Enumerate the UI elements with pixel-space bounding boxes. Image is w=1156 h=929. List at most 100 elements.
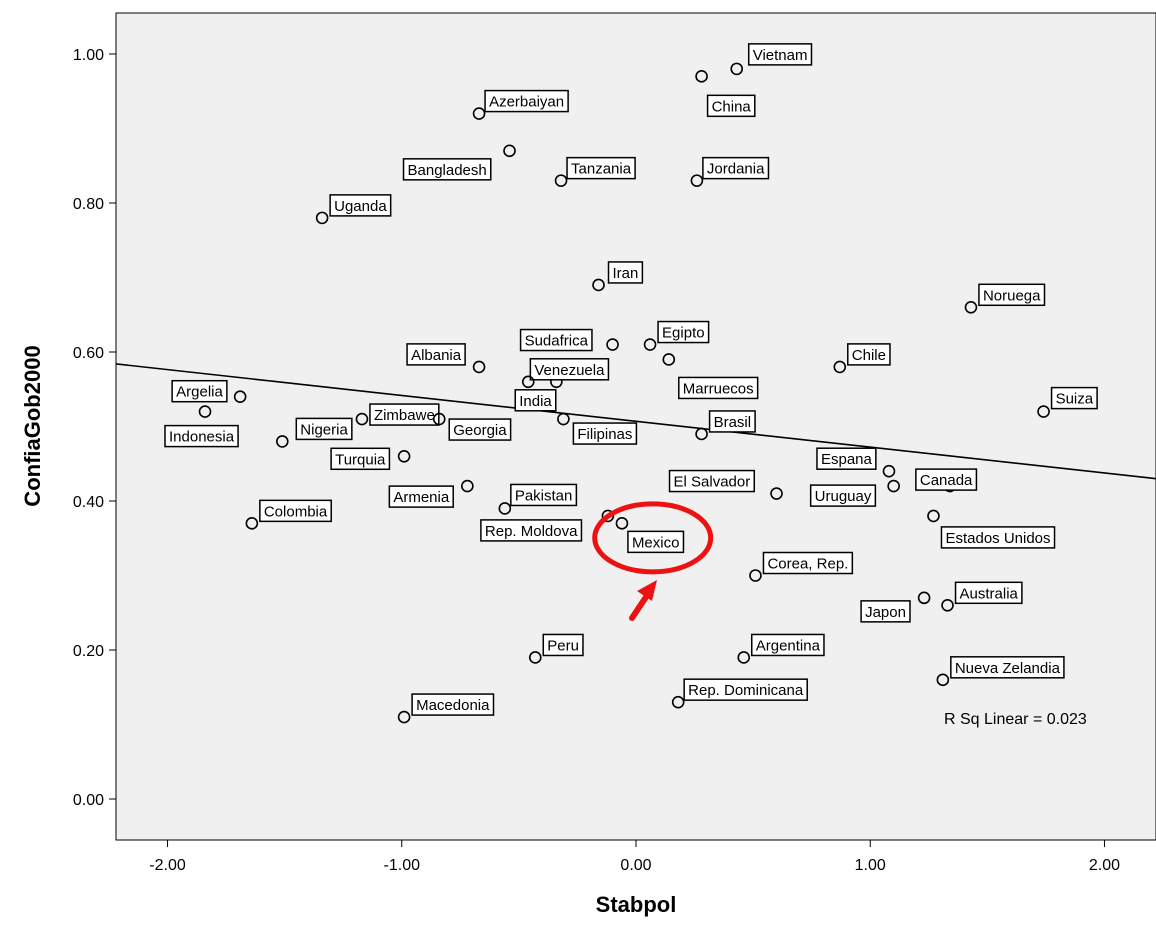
data-point: [592, 278, 605, 292]
point-label-box: [950, 656, 1065, 679]
data-point: [941, 599, 954, 612]
data-point: [198, 405, 212, 418]
point-label-box: [448, 418, 512, 441]
highlight-ellipse: [592, 501, 714, 575]
data-point: [355, 412, 369, 426]
x-axis-title: Stabpol: [596, 892, 677, 917]
point-label-box: [678, 376, 759, 400]
data-point: [432, 412, 446, 426]
data-point: [737, 651, 751, 664]
data-point: [643, 338, 657, 351]
point-label: Australia: [960, 585, 1019, 602]
point-label: Corea, Rep.: [767, 556, 848, 573]
point-label-box: [1050, 386, 1098, 410]
point-label-box: [480, 519, 583, 542]
point-label-box: [406, 343, 466, 366]
data-point: [882, 464, 896, 478]
point-label: Argentina: [756, 637, 821, 654]
point-label-box: [627, 530, 685, 554]
data-point: [690, 174, 704, 187]
point-label-box: [514, 389, 557, 412]
point-label-box: [847, 343, 891, 366]
data-point: [276, 435, 289, 448]
point-label-box: [529, 358, 610, 381]
point-label: Noruega: [983, 287, 1041, 304]
point-label-box: [295, 417, 353, 441]
y-tick-label: 0.80: [73, 196, 104, 213]
point-label: Estados Unidos: [945, 530, 1050, 547]
data-point: [964, 300, 978, 314]
point-label: Bangladesh: [408, 162, 487, 179]
point-label: Venezuela: [534, 362, 605, 379]
x-tick-label: 2.00: [1089, 857, 1120, 874]
point-label-box: [706, 94, 756, 118]
data-point: [503, 144, 516, 158]
data-point: [397, 710, 411, 724]
data-point: [662, 353, 676, 366]
y-tick-label: 0.20: [73, 643, 104, 660]
point-label: El Salvador: [674, 474, 751, 491]
point-label-box: [708, 410, 756, 433]
point-label: India: [519, 393, 552, 410]
point-label-box: [702, 156, 770, 180]
point-label: Peru: [547, 637, 579, 654]
point-label: Vietnam: [753, 47, 808, 64]
point-label: Armenia: [393, 489, 450, 506]
point-label: Egipto: [662, 325, 705, 342]
point-label: Zimbawe: [374, 407, 435, 424]
highlight-arrow-head: [637, 580, 657, 601]
point-label-box: [978, 283, 1046, 307]
point-label-box: [171, 379, 228, 403]
highlight-arrow-shaft: [629, 591, 651, 621]
data-point: [770, 487, 783, 500]
point-label-box: [860, 600, 911, 623]
point-label: Azerbaiyan: [489, 94, 564, 111]
point-label-box: [668, 469, 756, 493]
data-point: [615, 517, 629, 530]
point-label: Iran: [613, 265, 639, 282]
point-label: Argelia: [176, 384, 223, 401]
point-label-box: [411, 693, 495, 716]
point-label-box: [542, 633, 584, 657]
data-point: [730, 62, 744, 76]
point-label: Turquia: [335, 451, 386, 468]
point-label: Albania: [411, 347, 462, 364]
point-label-box: [329, 194, 392, 217]
point-label-box: [607, 261, 644, 284]
data-point: [936, 673, 950, 687]
data-point: [927, 509, 940, 523]
point-label: Uruguay: [815, 488, 872, 505]
point-label-box: [762, 551, 854, 575]
data-point: [601, 509, 615, 523]
r-squared-label: R Sq Linear = 0.023: [944, 711, 1087, 728]
data-point: [315, 211, 329, 225]
data-point: [695, 70, 708, 83]
data-point: [671, 695, 685, 709]
y-tick-label: 0.40: [73, 494, 104, 511]
point-label: China: [712, 98, 752, 115]
data-point: [554, 174, 568, 187]
point-label: Colombia: [264, 503, 328, 520]
point-label-box: [388, 485, 454, 508]
point-label: Canada: [920, 472, 973, 489]
point-label-box: [402, 158, 492, 181]
point-label: Espana: [821, 451, 873, 468]
point-label: Chile: [852, 347, 886, 364]
data-point: [245, 517, 259, 530]
point-label-box: [519, 328, 593, 352]
point-label: Rep. Dominicana: [688, 682, 804, 699]
data-point: [461, 479, 474, 493]
fit-line-layer: [115, 363, 1156, 480]
point-label: Uganda: [334, 198, 387, 215]
point-label: Suiza: [1056, 391, 1094, 408]
y-axis-title: ConfiaGob2000: [20, 345, 45, 506]
point-label: Indonesia: [169, 429, 235, 446]
point-label-box: [510, 483, 578, 507]
x-tick-label: 1.00: [855, 857, 886, 874]
x-tick-label: 0.00: [620, 857, 651, 874]
data-point: [498, 502, 512, 515]
data-point: [521, 375, 535, 389]
point-label: Brasil: [714, 414, 752, 431]
x-tick-label: -2.00: [149, 857, 186, 874]
